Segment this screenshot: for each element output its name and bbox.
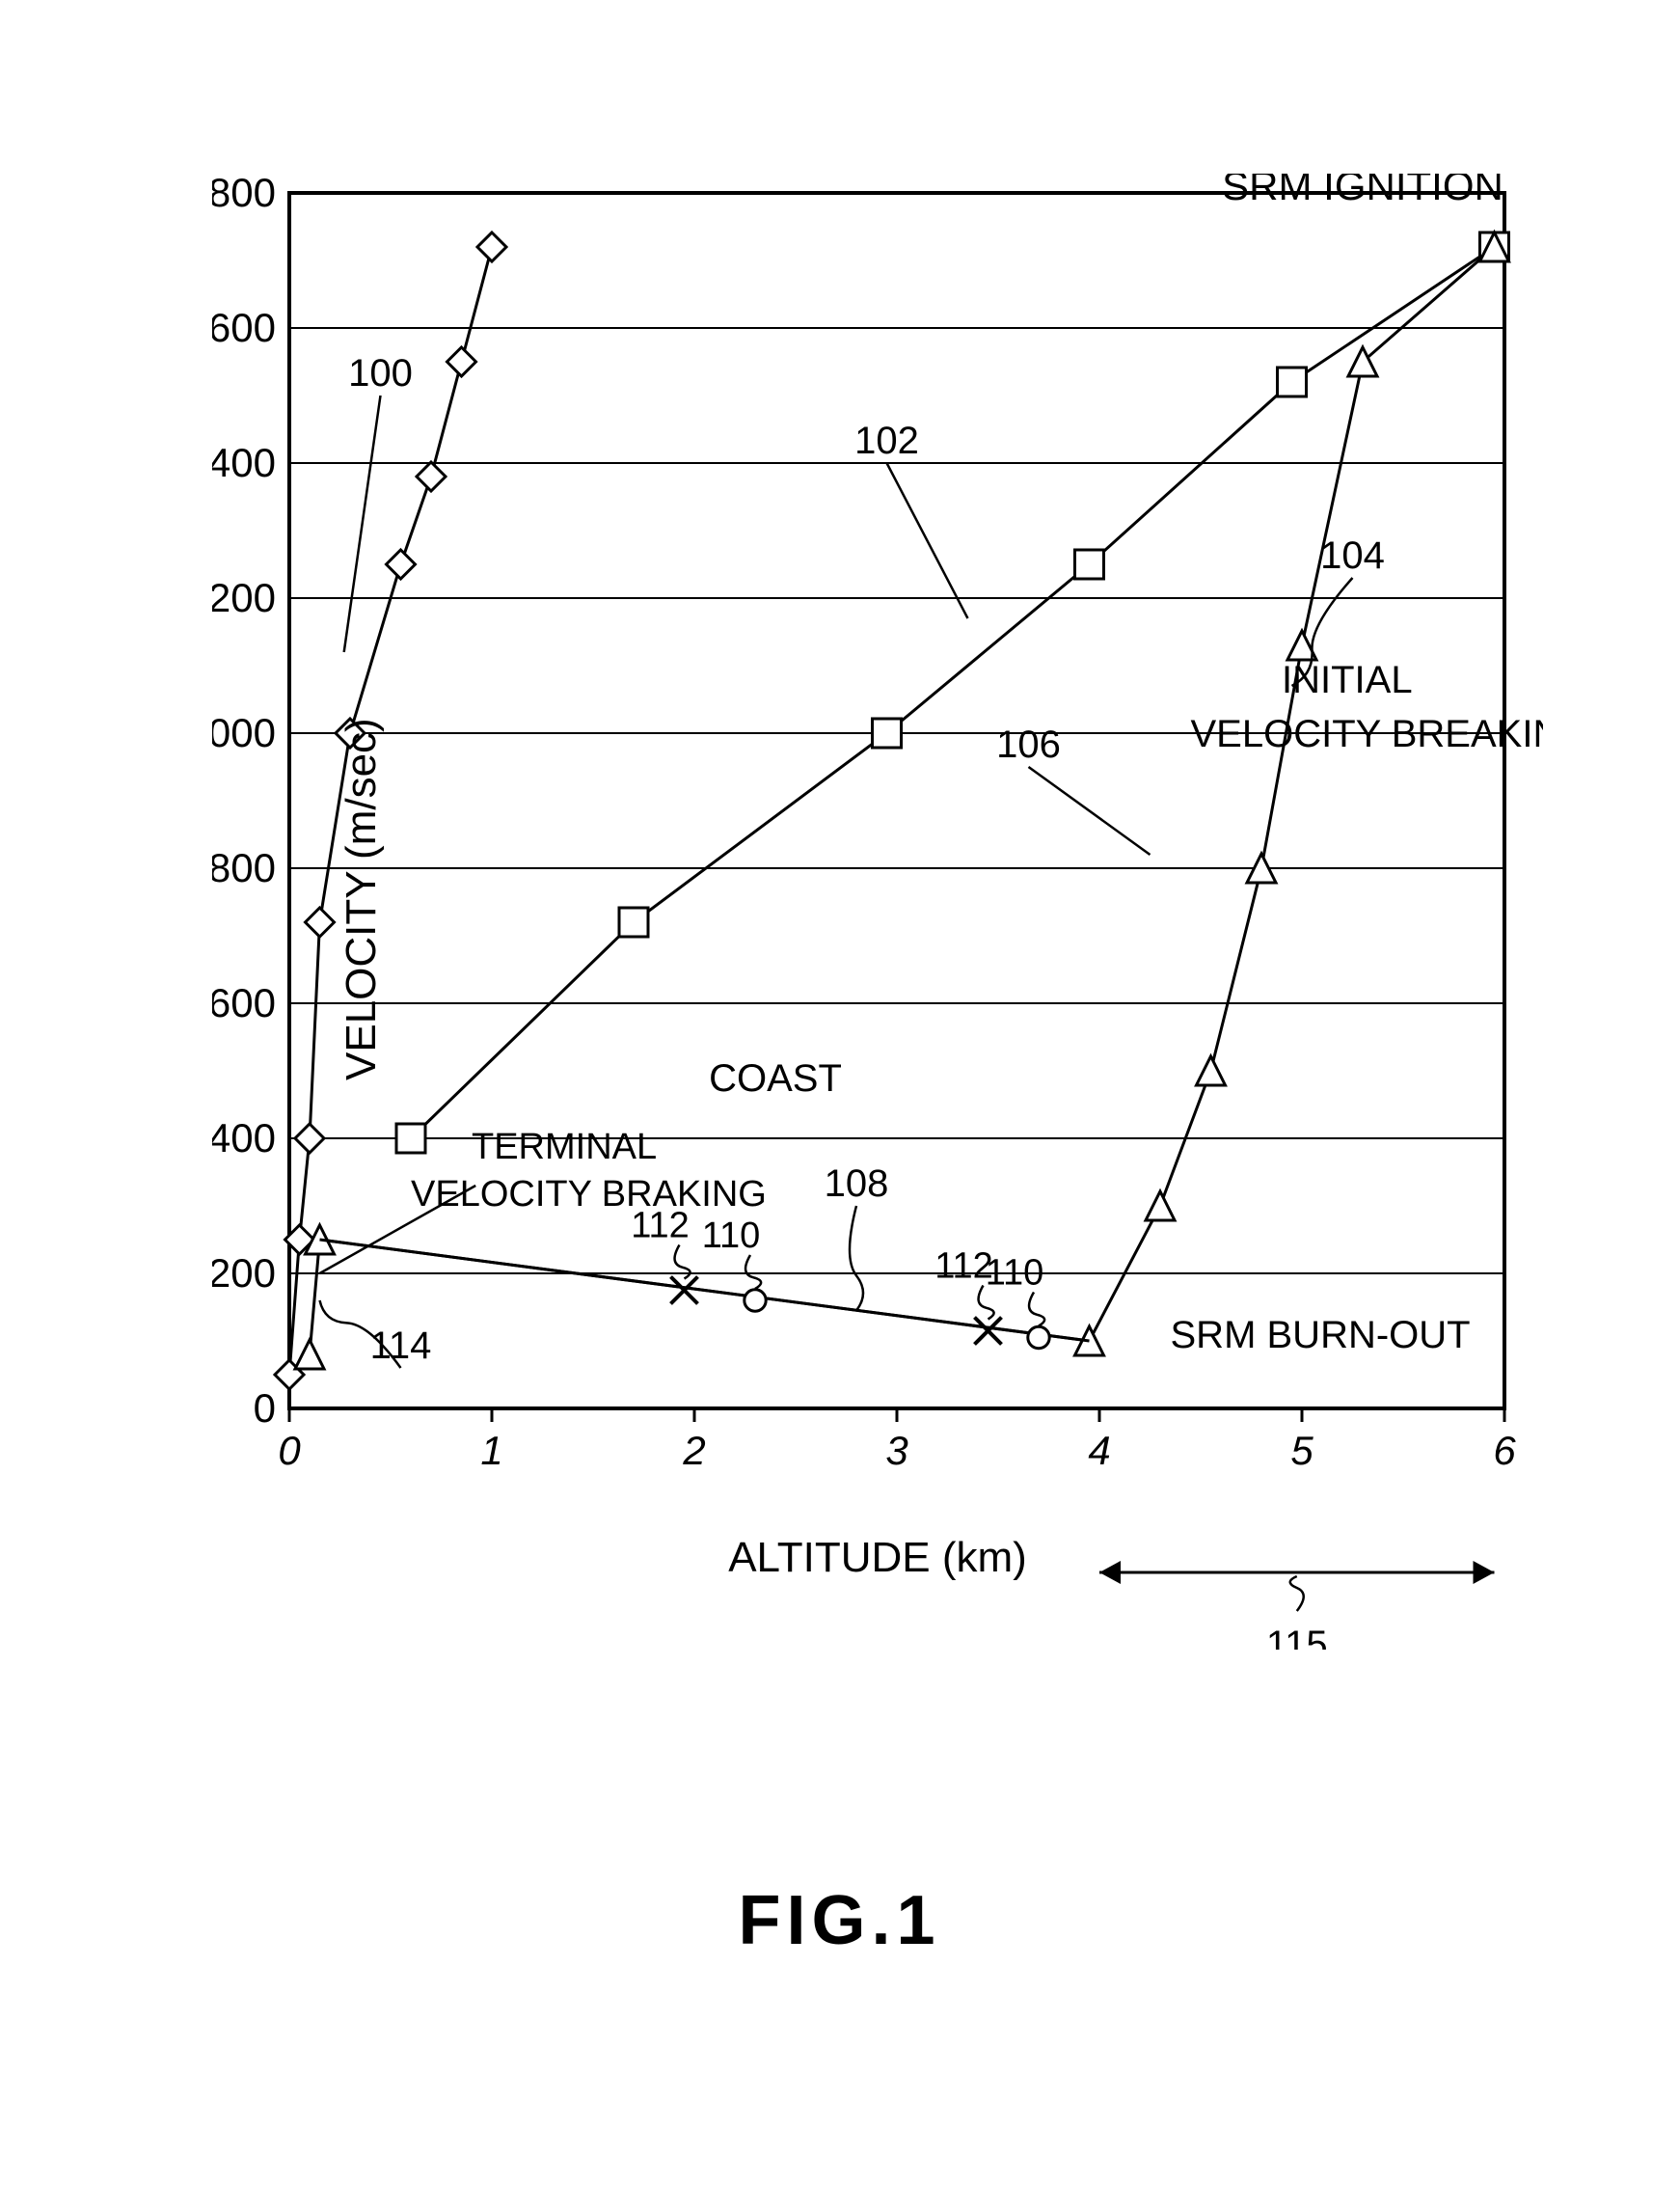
svg-text:200: 200 [212,1250,276,1296]
svg-text:VELOCITY BREAKING: VELOCITY BREAKING [1191,713,1544,755]
svg-text:114: 114 [370,1324,432,1367]
svg-text:SRM BURN-OUT: SRM BURN-OUT [1171,1314,1471,1356]
svg-text:COAST: COAST [709,1057,842,1100]
svg-text:400: 400 [212,1115,276,1161]
svg-text:4: 4 [1088,1428,1110,1473]
svg-text:0: 0 [278,1428,301,1473]
svg-text:3: 3 [885,1428,907,1473]
svg-text:TERMINAL: TERMINAL [472,1127,657,1167]
svg-text:6: 6 [1493,1428,1516,1473]
svg-text:1400: 1400 [212,440,276,485]
svg-text:1600: 1600 [212,305,276,350]
svg-text:VELOCITY BRAKING: VELOCITY BRAKING [411,1174,767,1215]
svg-text:INITIAL: INITIAL [1282,659,1413,701]
svg-text:600: 600 [212,980,276,1025]
svg-text:1200: 1200 [212,575,276,620]
x-axis-label: ALTITUDE (km) [212,1534,1543,1582]
y-axis-label: VELOCITY (m/sec) [338,718,386,1080]
svg-text:115: 115 [1266,1624,1328,1650]
page: VELOCITY (m/sec) 02004006008001000120014… [0,0,1679,2212]
svg-text:102: 102 [854,420,919,462]
svg-text:800: 800 [212,845,276,890]
chart-container: VELOCITY (m/sec) 02004006008001000120014… [212,174,1543,1650]
svg-text:112: 112 [934,1246,993,1287]
svg-text:106: 106 [996,724,1061,766]
svg-text:5: 5 [1290,1428,1313,1473]
svg-text:108: 108 [825,1162,889,1205]
svg-text:1800: 1800 [212,174,276,215]
svg-text:110: 110 [986,1253,1044,1294]
svg-text:110: 110 [702,1215,761,1256]
svg-text:1: 1 [480,1428,502,1473]
svg-text:0: 0 [254,1385,276,1431]
svg-text:1000: 1000 [212,710,276,755]
figure-label: FIG.1 [0,1881,1679,1960]
svg-text:2: 2 [682,1428,705,1473]
svg-text:104: 104 [1320,534,1385,577]
velocity-altitude-chart: 0 200 400 600 800 1000 1200 1400 1600 1800 0 1 2 3 4 5 6… [212,174,1543,1650]
svg-text:SRM IGNITION: SRM IGNITION [1222,174,1503,208]
svg-text:100: 100 [348,352,413,395]
